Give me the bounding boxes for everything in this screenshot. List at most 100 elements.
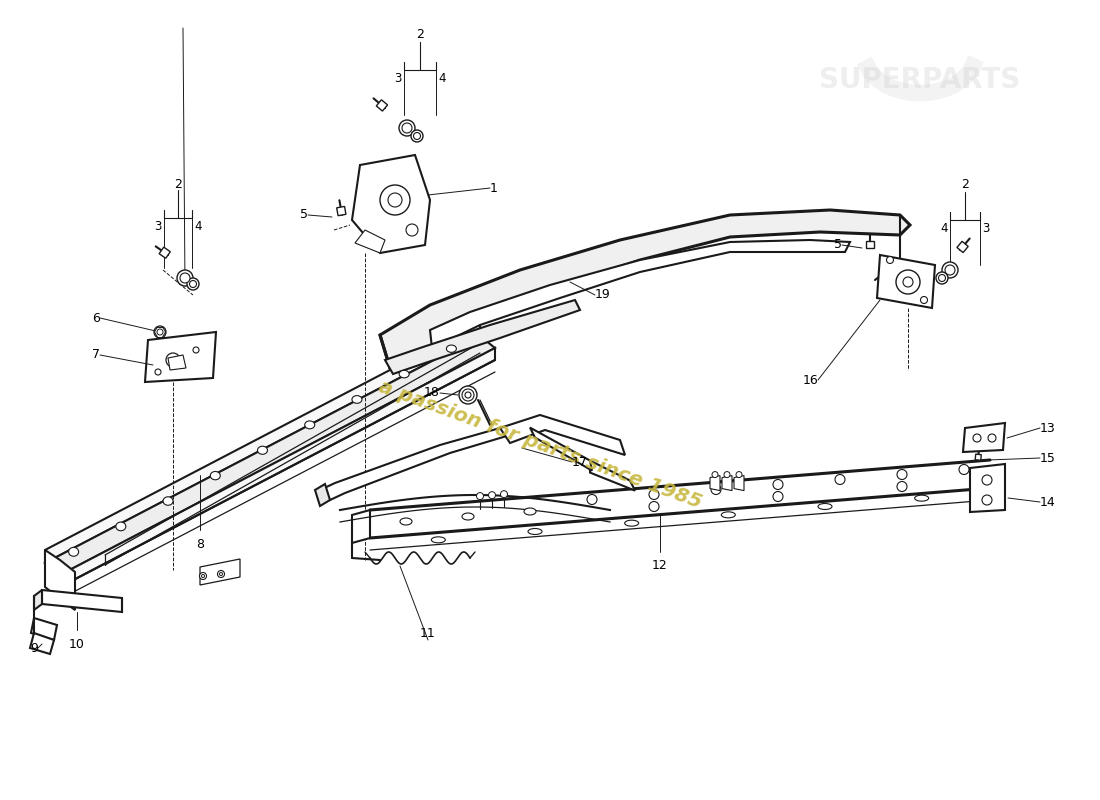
Circle shape [201, 574, 205, 578]
Circle shape [388, 193, 401, 207]
Ellipse shape [116, 522, 125, 530]
Text: 9: 9 [30, 642, 38, 654]
Ellipse shape [528, 529, 542, 534]
Text: 10: 10 [69, 638, 85, 651]
Circle shape [155, 369, 161, 375]
Polygon shape [45, 336, 495, 575]
Ellipse shape [68, 547, 78, 556]
Polygon shape [710, 475, 720, 490]
Circle shape [773, 491, 783, 502]
Text: 6: 6 [92, 311, 100, 325]
Polygon shape [530, 427, 592, 470]
Ellipse shape [400, 518, 412, 525]
Circle shape [459, 386, 477, 404]
Ellipse shape [462, 513, 474, 520]
Polygon shape [722, 475, 732, 490]
Polygon shape [877, 255, 935, 308]
Text: 2: 2 [174, 178, 182, 190]
Ellipse shape [352, 396, 362, 403]
Circle shape [199, 573, 207, 579]
Polygon shape [430, 240, 850, 348]
Text: 5: 5 [300, 209, 308, 222]
Circle shape [921, 297, 927, 303]
Text: 16: 16 [802, 374, 818, 386]
Text: 4: 4 [438, 71, 446, 85]
Polygon shape [168, 355, 186, 370]
Circle shape [938, 274, 946, 282]
Circle shape [942, 262, 958, 278]
Ellipse shape [524, 508, 536, 515]
Text: 3: 3 [982, 222, 989, 234]
Circle shape [988, 434, 996, 442]
Polygon shape [31, 618, 57, 640]
Text: 18: 18 [425, 386, 440, 399]
Text: 4: 4 [940, 222, 948, 234]
Text: SUPERPARTS: SUPERPARTS [820, 66, 1021, 94]
Circle shape [711, 485, 720, 494]
Circle shape [189, 281, 197, 287]
Ellipse shape [625, 520, 639, 526]
Circle shape [500, 490, 507, 498]
Polygon shape [200, 559, 240, 585]
Ellipse shape [818, 503, 832, 510]
Circle shape [587, 494, 597, 505]
Circle shape [399, 120, 415, 136]
Circle shape [982, 475, 992, 485]
Circle shape [402, 123, 412, 133]
Circle shape [220, 573, 222, 575]
Polygon shape [962, 423, 1005, 452]
Polygon shape [352, 155, 430, 253]
Circle shape [974, 434, 981, 442]
Polygon shape [376, 100, 387, 111]
Circle shape [411, 130, 424, 142]
Circle shape [180, 273, 190, 283]
Circle shape [896, 470, 907, 479]
Circle shape [192, 347, 199, 353]
Text: 8: 8 [196, 538, 204, 551]
Text: 2: 2 [416, 29, 424, 42]
Circle shape [649, 502, 659, 511]
Polygon shape [42, 590, 122, 612]
Text: a passion for parts since 1985: a passion for parts since 1985 [376, 378, 704, 513]
Circle shape [896, 482, 907, 491]
Circle shape [476, 493, 484, 500]
Polygon shape [60, 348, 495, 587]
Circle shape [406, 224, 418, 236]
Text: 19: 19 [595, 289, 610, 302]
Polygon shape [45, 323, 480, 563]
Text: 14: 14 [1040, 495, 1056, 509]
Ellipse shape [915, 495, 928, 501]
Circle shape [154, 326, 166, 338]
Text: 12: 12 [652, 558, 668, 572]
Polygon shape [352, 510, 370, 543]
Polygon shape [145, 332, 216, 382]
Text: 3: 3 [155, 219, 162, 233]
Text: 3: 3 [395, 71, 402, 85]
Ellipse shape [163, 497, 173, 506]
Text: 17: 17 [572, 455, 587, 469]
Circle shape [724, 471, 730, 478]
Polygon shape [957, 242, 968, 253]
Polygon shape [45, 550, 75, 610]
Circle shape [218, 570, 224, 578]
Circle shape [465, 392, 471, 398]
Circle shape [462, 389, 474, 401]
Ellipse shape [210, 471, 220, 480]
Circle shape [773, 479, 783, 490]
Circle shape [177, 270, 192, 286]
Circle shape [157, 329, 163, 335]
Circle shape [896, 270, 920, 294]
Text: 11: 11 [420, 627, 436, 640]
Circle shape [649, 490, 659, 499]
Circle shape [712, 471, 718, 478]
Circle shape [488, 492, 495, 498]
Polygon shape [385, 300, 580, 374]
Text: 2: 2 [961, 178, 969, 191]
Circle shape [945, 265, 955, 275]
Ellipse shape [447, 345, 456, 352]
Circle shape [936, 272, 948, 284]
Ellipse shape [399, 370, 409, 378]
Polygon shape [379, 210, 910, 368]
Polygon shape [337, 206, 345, 216]
Circle shape [959, 465, 969, 474]
